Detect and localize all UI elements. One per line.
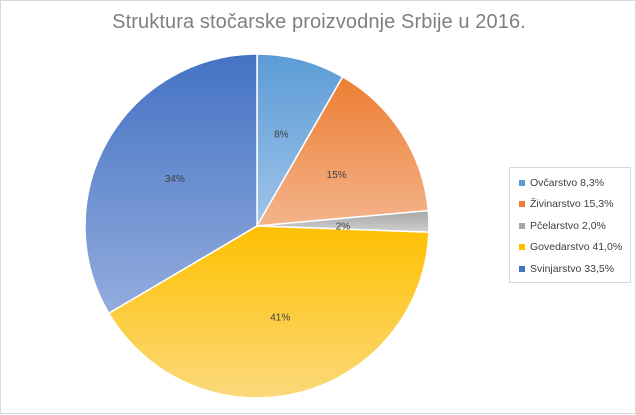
pie-slice-ovčarstvo xyxy=(256,53,344,229)
legend-swatch xyxy=(519,244,525,251)
legend-item-govedarstvo: Govedarstvo 41,0% xyxy=(519,237,630,259)
pie-slice-govedarstvo xyxy=(107,225,430,399)
legend-item-ovčarstvo: Ovčarstvo 8,3% xyxy=(519,172,630,194)
data-label-ovčarstvo: 8% xyxy=(274,130,289,141)
data-label-pčelarstvo: 2% xyxy=(336,222,351,233)
legend-swatch xyxy=(519,222,525,229)
legend-item-svinjarstvo: Svinjarstvo 33,5% xyxy=(519,258,630,280)
chart-title: Struktura stočarske proizvodnje Srbije u… xyxy=(112,11,526,33)
legend-item-pčelarstvo: Pčelarstvo 2,0% xyxy=(519,215,630,237)
data-label-svinjarstvo: 34% xyxy=(165,174,185,185)
legend-label: Ovčarstvo 8,3% xyxy=(530,176,605,189)
chart-legend: Ovčarstvo 8,3% Živinarstvo 15,3% Pčelarstv… xyxy=(509,167,631,283)
legend-label: Svinjarstvo 33,5% xyxy=(530,262,615,275)
legend-label: Živinarstvo 15,3% xyxy=(530,198,614,211)
legend-label: Govedarstvo 41,0% xyxy=(530,241,623,254)
legend-item-živinarstvo: Živinarstvo 15,3% xyxy=(519,194,630,216)
legend-swatch xyxy=(519,179,525,186)
legend-label: Pčelarstvo 2,0% xyxy=(530,219,606,232)
legend-swatch xyxy=(519,201,525,208)
legend-swatch xyxy=(519,265,525,272)
pie-slice-svinjarstvo xyxy=(84,53,258,315)
pie-slice-živinarstvo xyxy=(255,75,430,227)
data-label-živinarstvo: 15% xyxy=(327,170,347,181)
data-label-govedarstvo: 41% xyxy=(270,313,290,324)
